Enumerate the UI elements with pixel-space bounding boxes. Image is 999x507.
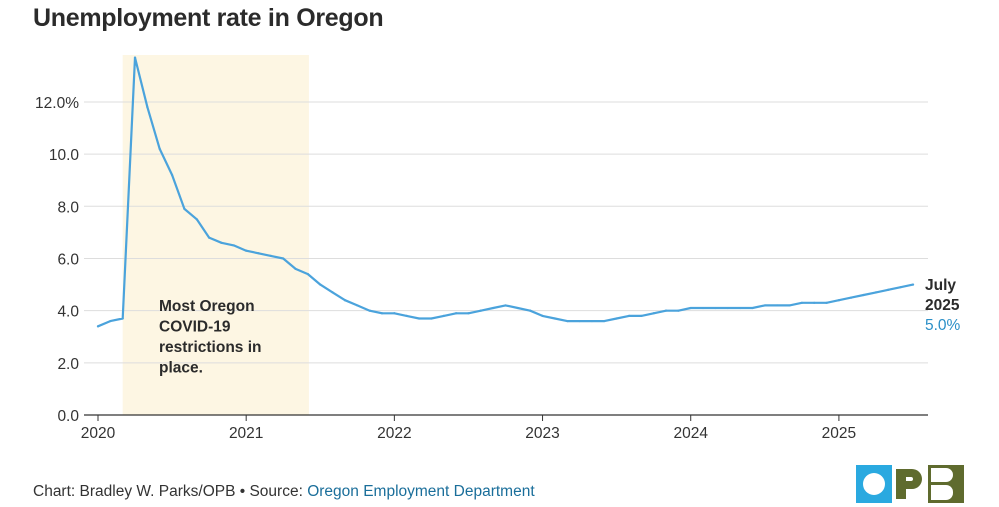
data-point [294,267,297,271]
data-point [442,314,445,317]
data-point [800,301,803,304]
y-tick-label: 0.0 [57,408,79,425]
data-point [640,314,643,317]
data-point [356,304,359,307]
data-point [257,252,260,255]
x-tick-label: 2021 [229,425,263,442]
chart-footer: Chart: Bradley W. Parks/OPB • Source: Or… [33,483,535,501]
data-point [96,325,100,328]
data-point [306,273,310,276]
data-point [133,56,137,59]
data-point [170,173,174,177]
region-annotation-line: restrictions in [159,339,262,356]
data-point [911,283,915,286]
y-tick-label: 10.0 [49,147,80,164]
data-point [516,306,519,310]
region-annotation-line: place. [159,360,203,377]
data-point [232,244,235,247]
x-tick-label: 2024 [673,425,708,442]
data-point [504,304,507,307]
y-tick-label: 6.0 [57,251,79,268]
data-point [146,106,149,109]
data-point [899,286,902,289]
data-point [566,319,569,323]
line-chart: 0.0 2.0 4.0 6.0 8.0 10.0 12.0% 2020 2021 2022 2023… [35,55,961,442]
data-point [109,319,112,323]
data-point [417,317,421,320]
data-point [887,288,890,291]
data-point [183,207,186,211]
data-point [380,312,384,315]
data-point [627,314,631,317]
data-point [788,304,791,307]
data-point [578,319,581,323]
x-tick-label: 2025 [822,425,856,442]
x-tick-label: 2023 [525,425,559,442]
opb-logo [856,465,964,503]
data-point [850,296,853,299]
covid-restrictions-region [122,55,309,415]
data-point [405,314,408,317]
data-point [714,306,717,310]
data-point [331,291,334,294]
data-point [553,317,556,320]
data-point [763,304,766,307]
end-annotation-month: July [925,277,956,294]
region-annotation-line: COVID-19 [159,319,231,336]
data-point [652,312,655,315]
x-tick-label: 2022 [377,425,411,442]
data-point [245,249,248,252]
chart-title: Unemployment rate in Oregon [33,4,384,32]
data-point [590,319,594,323]
data-point [751,306,754,310]
data-point [825,301,828,304]
data-point [615,317,618,320]
y-tick-label: 2.0 [57,356,79,373]
data-point [529,309,532,312]
data-point [455,312,458,315]
data-point [208,236,211,239]
data-point [689,306,692,310]
data-point [158,147,161,151]
data-point [874,291,878,294]
y-tick-label: 8.0 [57,199,79,216]
data-point [467,312,470,315]
x-tick-label: 2020 [81,425,116,442]
region-annotation-line: Most Oregon [159,298,255,315]
data-point [862,293,865,297]
data-point [701,306,705,310]
data-point [319,283,322,286]
end-annotation-value: 5.0% [925,317,961,334]
data-point [726,306,729,310]
data-point [343,299,347,302]
data-point [393,312,396,315]
data-point [776,304,779,307]
data-point [541,314,544,317]
data-point [220,241,223,244]
data-point [195,218,198,221]
data-point [492,306,495,310]
data-point [739,306,742,310]
y-tick-label: 4.0 [57,304,79,321]
footer-credit: Chart: Bradley W. Parks/OPB • Source: [33,483,308,500]
source-link[interactable]: Oregon Employment Department [307,483,535,500]
data-point [269,254,272,257]
data-point [121,317,124,320]
data-point [837,299,841,302]
data-point [479,309,482,312]
data-point [813,301,816,304]
data-point [430,317,433,320]
end-annotation-year: 2025 [925,297,960,314]
data-point [282,257,285,260]
data-point [603,319,606,323]
data-point [664,309,668,312]
data-point [368,309,371,312]
data-point [677,309,680,312]
y-tick-label: 12.0% [35,95,79,112]
